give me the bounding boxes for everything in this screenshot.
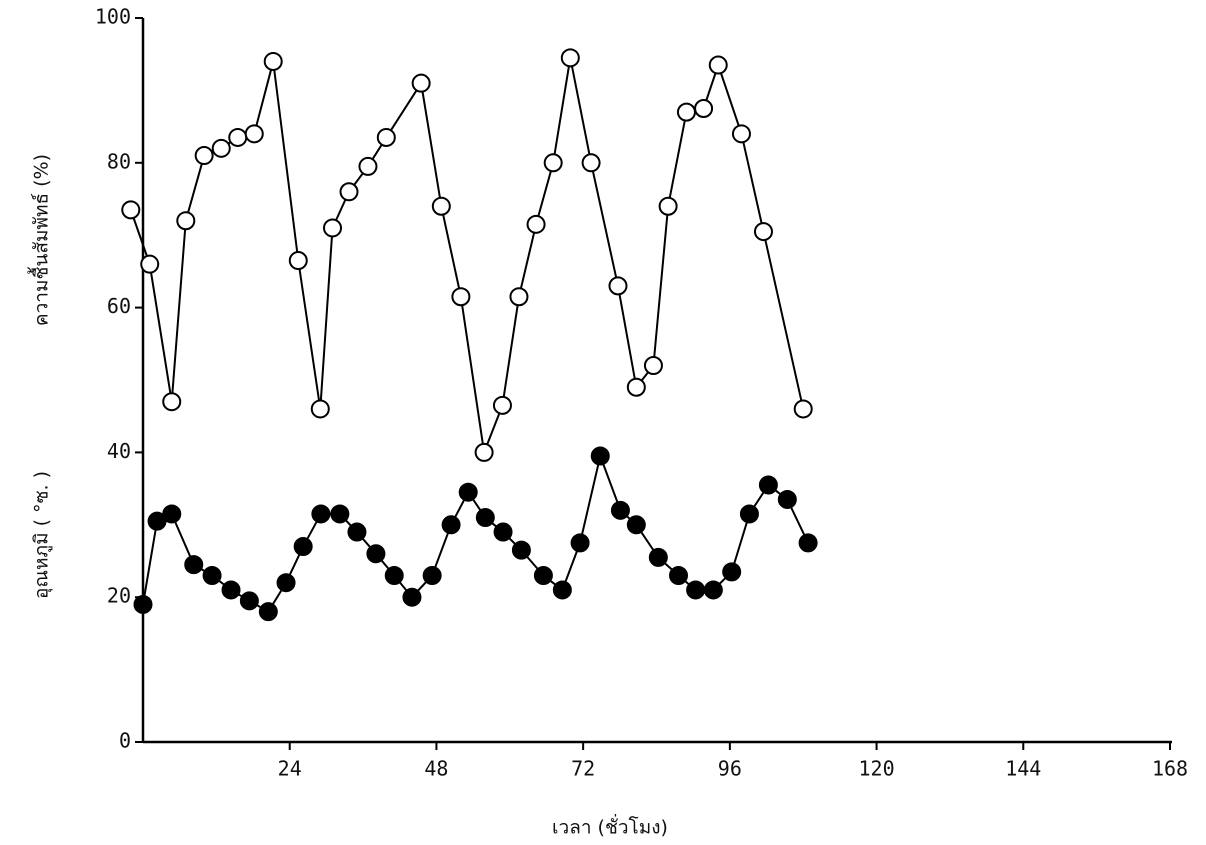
data-point <box>384 565 404 585</box>
data-point <box>570 533 590 553</box>
data-point <box>202 565 222 585</box>
data-point <box>228 127 248 147</box>
data-point <box>581 153 601 173</box>
data-point <box>777 489 797 509</box>
y-tick-label: 0 <box>119 729 131 753</box>
y-tick-label: 100 <box>95 5 131 29</box>
x-axis-label: เวลา (ชั่วโมง) <box>552 814 668 839</box>
data-point <box>739 504 759 524</box>
data-point <box>347 522 367 542</box>
data-point <box>358 156 378 176</box>
x-tick-label: 168 <box>1152 757 1188 781</box>
data-point <box>648 547 668 567</box>
data-point <box>722 562 742 582</box>
data-point <box>221 580 241 600</box>
data-point <box>147 511 167 531</box>
data-point <box>475 508 495 528</box>
data-point <box>422 565 442 585</box>
data-point <box>560 48 580 68</box>
data-point <box>643 356 663 376</box>
data-point <box>310 399 330 419</box>
x-tick-label: 48 <box>424 757 448 781</box>
data-point <box>731 124 751 144</box>
x-tick-label: 72 <box>571 757 595 781</box>
data-point <box>533 565 553 585</box>
y-tick-label: 80 <box>107 149 131 173</box>
data-point <box>339 182 359 202</box>
data-point <box>162 392 182 412</box>
data-point <box>441 515 461 535</box>
data-point <box>140 254 160 274</box>
data-point <box>458 482 478 502</box>
data-point <box>330 504 350 524</box>
data-point <box>451 287 471 307</box>
data-point <box>176 211 196 231</box>
data-point <box>509 287 529 307</box>
y-tick-label: 40 <box>107 439 131 463</box>
data-point <box>258 602 278 622</box>
y-axis-label: ความชื้นสัมพัทธ์ (%) <box>28 154 53 326</box>
data-point <box>323 218 343 238</box>
data-point <box>610 500 630 520</box>
data-point <box>526 214 546 234</box>
y-tick-label: 20 <box>107 584 131 608</box>
data-point <box>753 222 773 242</box>
data-point <box>376 127 396 147</box>
data-point <box>211 138 231 158</box>
y-tick-label: 60 <box>107 294 131 318</box>
data-point <box>590 446 610 466</box>
data-point <box>626 377 646 397</box>
data-point <box>263 51 283 71</box>
data-point <box>686 580 706 600</box>
data-point <box>121 200 141 220</box>
x-tick-label: 120 <box>859 757 895 781</box>
data-point <box>793 399 813 419</box>
data-point <box>669 565 689 585</box>
data-point <box>276 573 296 593</box>
data-point <box>244 124 264 144</box>
x-tick-label: 144 <box>1005 757 1041 781</box>
data-point <box>658 196 678 216</box>
data-point <box>608 276 628 296</box>
x-tick-label: 96 <box>718 757 742 781</box>
data-point <box>288 251 308 271</box>
data-point <box>798 533 818 553</box>
data-point <box>194 146 214 166</box>
data-point <box>133 594 153 614</box>
data-point <box>431 196 451 216</box>
data-point <box>493 522 513 542</box>
y-axis-label: อุณหภูมิ ( °ซ. ) <box>31 471 54 599</box>
data-point <box>694 99 714 118</box>
data-point <box>293 537 313 557</box>
data-point <box>492 395 512 415</box>
data-point <box>474 442 494 462</box>
data-point <box>239 591 259 611</box>
data-point <box>626 515 646 535</box>
data-point <box>162 504 182 524</box>
data-point <box>366 544 386 564</box>
data-point <box>511 540 531 560</box>
data-point <box>402 587 422 607</box>
data-point <box>184 555 204 575</box>
data-point <box>758 475 778 495</box>
data-point <box>708 55 728 75</box>
data-point <box>411 73 431 93</box>
data-point <box>543 153 563 173</box>
data-point <box>552 580 572 600</box>
x-tick-label: 24 <box>278 757 302 781</box>
data-point <box>311 504 331 524</box>
data-point <box>703 580 723 600</box>
data-point <box>676 102 696 122</box>
